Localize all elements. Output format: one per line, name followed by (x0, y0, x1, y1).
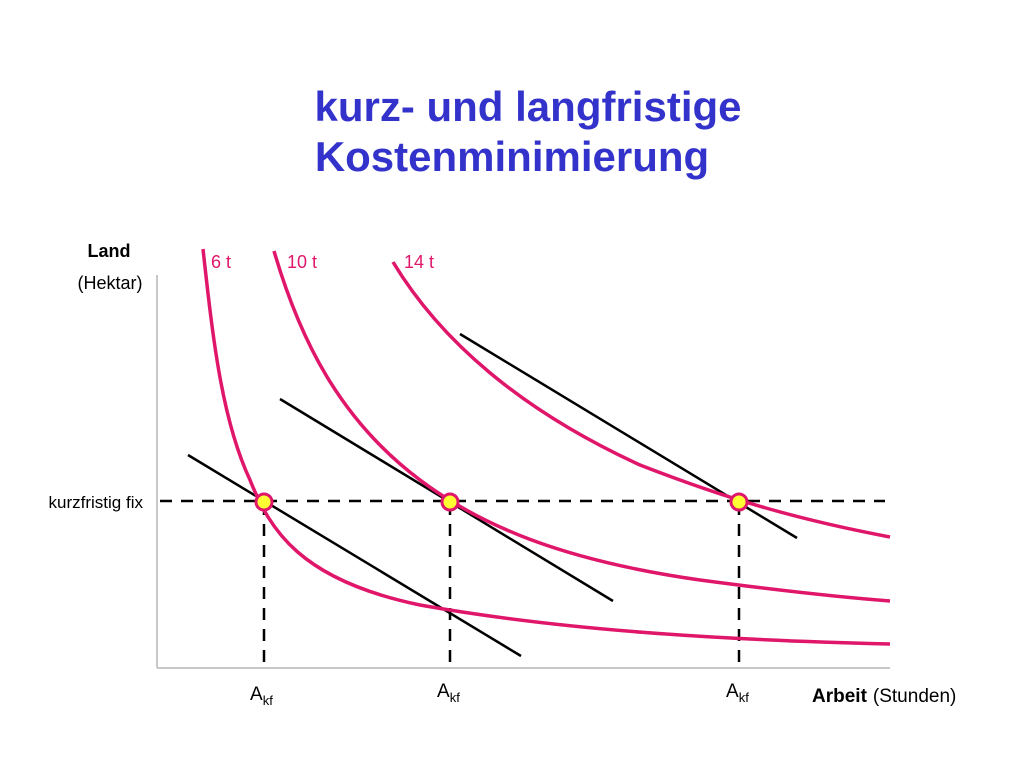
page-title: kurz- und langfristige Kostenminimierung (0, 82, 1024, 182)
labor-label-3: Akf (726, 681, 749, 705)
isoquant-label-10t: 10 t (287, 252, 317, 272)
isocost-line-1 (187, 453, 522, 658)
isoquant-10t (272, 250, 891, 603)
isoquant-label-14t: 14 t (404, 252, 434, 272)
y-axis-label: Land (88, 241, 131, 261)
tangency-point-2 (440, 492, 460, 512)
fixed-level-label: kurzfristig fix (49, 493, 144, 512)
y-axis-unit: (Hektar) (77, 273, 142, 293)
title-line-1: kurz- und langfristige (314, 83, 742, 130)
isoquant-label-6t: 6 t (211, 252, 231, 272)
isoquant-14t (391, 261, 891, 539)
isoquant-6t (201, 248, 891, 646)
tangency-point-1 (254, 492, 274, 512)
title-line-2: Kostenminimierung (314, 133, 710, 180)
labor-label-2: Akf (437, 681, 460, 705)
labor-label-1: Akf (250, 684, 273, 708)
x-axis-label: Arbeit (Stunden) (812, 686, 956, 707)
tangency-point-3 (729, 492, 749, 512)
